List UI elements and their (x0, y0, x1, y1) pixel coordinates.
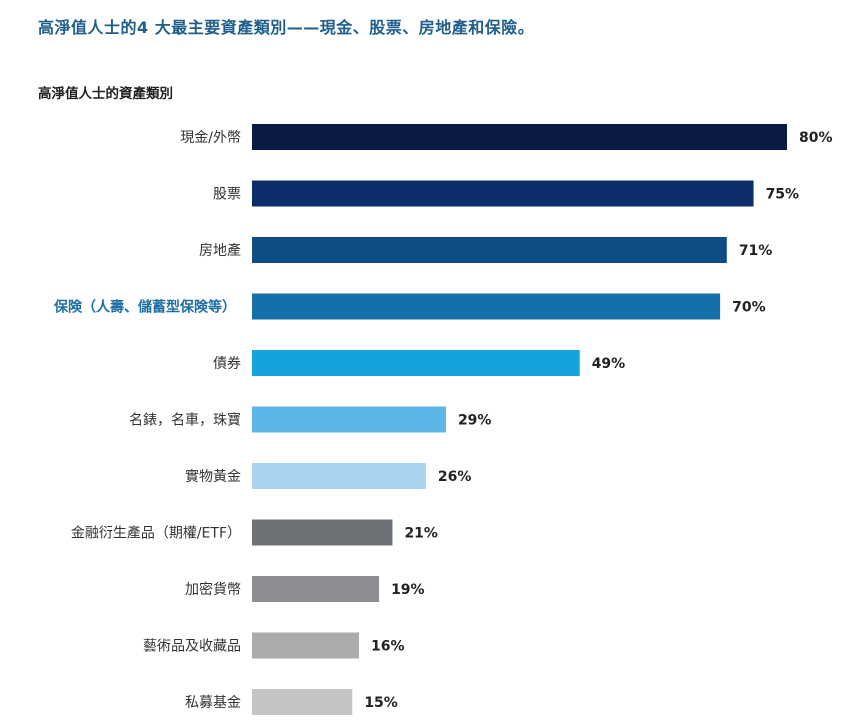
value-label: 75% (766, 187, 800, 203)
category-label: 加密貨幣 (185, 581, 241, 598)
bar (252, 180, 754, 207)
category-label: 藝術品及收藏品 (143, 639, 241, 655)
value-label: 16% (371, 639, 405, 655)
value-label: 26% (438, 469, 472, 485)
category-label: 股票 (213, 187, 241, 203)
category-label: 實物黃金 (185, 468, 241, 485)
value-label: 70% (732, 300, 766, 316)
chart-headline: 高淨值人士的4 大最主要資產類別——現金、股票、房地產和保險。 (38, 18, 535, 37)
bar (252, 463, 426, 489)
category-label: 保険（人壽、儲蓄型保険等） (53, 299, 236, 316)
bar (252, 689, 353, 715)
category-label: 現金/外幣 (180, 130, 241, 146)
bar (252, 576, 380, 602)
value-label: 71% (739, 243, 773, 259)
bar (252, 124, 787, 150)
bar (252, 350, 580, 376)
category-label: 金融衍生產品（期權/ETF） (71, 525, 241, 542)
value-label: 19% (391, 582, 425, 598)
bar (252, 406, 446, 433)
category-label: 房地產 (199, 242, 241, 259)
value-label: 29% (458, 413, 492, 429)
bar (252, 293, 721, 320)
value-label: 21% (404, 526, 438, 542)
category-label: 私募基金 (185, 694, 241, 711)
value-label: 15% (364, 695, 398, 711)
bar (252, 237, 727, 263)
chart-title: 高淨值人士的資產類別 (38, 86, 173, 102)
bar (252, 519, 393, 546)
value-label: 80% (799, 130, 833, 146)
bar-chart: 現金/外幣 80% 股票 75% 房地產 71% 保険（人壽、儲蓄型保険等） 70% 債券 49%… (53, 124, 833, 715)
category-label: 名錶，名車，珠寶 (129, 412, 241, 429)
value-label: 49% (592, 356, 626, 372)
category-label: 債券 (213, 356, 241, 372)
bar (252, 632, 359, 659)
